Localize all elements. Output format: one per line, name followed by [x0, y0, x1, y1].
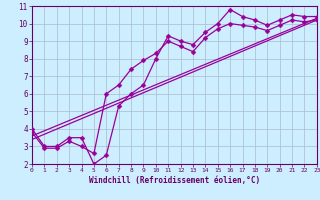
X-axis label: Windchill (Refroidissement éolien,°C): Windchill (Refroidissement éolien,°C): [89, 176, 260, 185]
